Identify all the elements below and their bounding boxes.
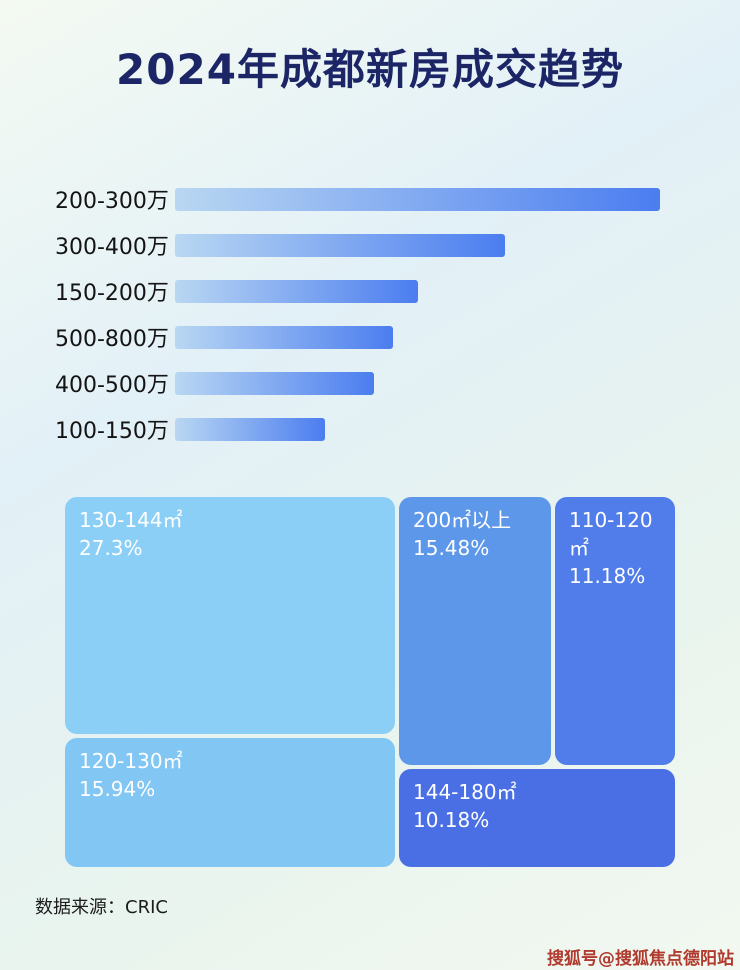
bar-track xyxy=(175,233,660,257)
treemap-block: 144-180㎡ 10.18% xyxy=(399,769,675,867)
bar-row: 400-500万 xyxy=(55,360,660,406)
treemap-block: 200㎡以上 15.48% xyxy=(399,497,551,765)
treemap-block: 130-144㎡ 27.3% xyxy=(65,497,395,734)
bar-chart: 200-300万 300-400万 150-200万 500-800万 400-… xyxy=(55,176,660,452)
bar xyxy=(175,187,660,211)
treemap-block-percent: 10.18% xyxy=(413,808,490,832)
treemap-block-label: 120-130㎡ xyxy=(79,749,183,773)
bar-row: 200-300万 xyxy=(55,176,660,222)
bar-row: 300-400万 xyxy=(55,222,660,268)
treemap-block-percent: 27.3% xyxy=(79,536,143,560)
bar-category-label: 100-150万 xyxy=(55,419,169,444)
treemap-block-label: 144-180㎡ xyxy=(413,780,517,804)
bar-category-label: 400-500万 xyxy=(55,373,169,398)
treemap-block-label: 130-144㎡ xyxy=(79,508,183,532)
bar xyxy=(175,279,418,303)
data-source: 数据来源：CRIC xyxy=(35,897,168,918)
treemap-block-label: 200㎡以上 xyxy=(413,508,512,532)
bar-track xyxy=(175,325,660,349)
bar xyxy=(175,371,374,395)
bar-row: 500-800万 xyxy=(55,314,660,360)
watermark: 搜狐号@搜狐焦点德阳站 xyxy=(547,949,734,969)
bar-track xyxy=(175,371,660,395)
bar-row: 150-200万 xyxy=(55,268,660,314)
bar xyxy=(175,325,394,349)
bar-category-label: 150-200万 xyxy=(55,281,169,306)
treemap-block-percent: 11.18% xyxy=(569,564,646,588)
treemap-block-percent: 15.94% xyxy=(79,777,156,801)
bar-category-label: 500-800万 xyxy=(55,327,169,352)
treemap-block-percent: 15.48% xyxy=(413,536,490,560)
treemap-chart: 130-144㎡ 27.3% 200㎡以上 15.48% 110-120㎡ 11… xyxy=(65,497,675,867)
bar-row: 100-150万 xyxy=(55,406,660,452)
treemap-block: 120-130㎡ 15.94% xyxy=(65,738,395,867)
bar-track xyxy=(175,187,660,211)
page-title: 2024年成都新房成交趋势 xyxy=(116,45,624,94)
treemap-block-label: 110-120㎡ xyxy=(569,508,653,560)
bar-category-label: 200-300万 xyxy=(55,189,169,214)
bar-track xyxy=(175,417,660,441)
bar xyxy=(175,417,326,441)
treemap-block: 110-120㎡ 11.18% xyxy=(555,497,675,765)
bar xyxy=(175,233,505,257)
bar-track xyxy=(175,279,660,303)
bar-category-label: 300-400万 xyxy=(55,235,169,260)
